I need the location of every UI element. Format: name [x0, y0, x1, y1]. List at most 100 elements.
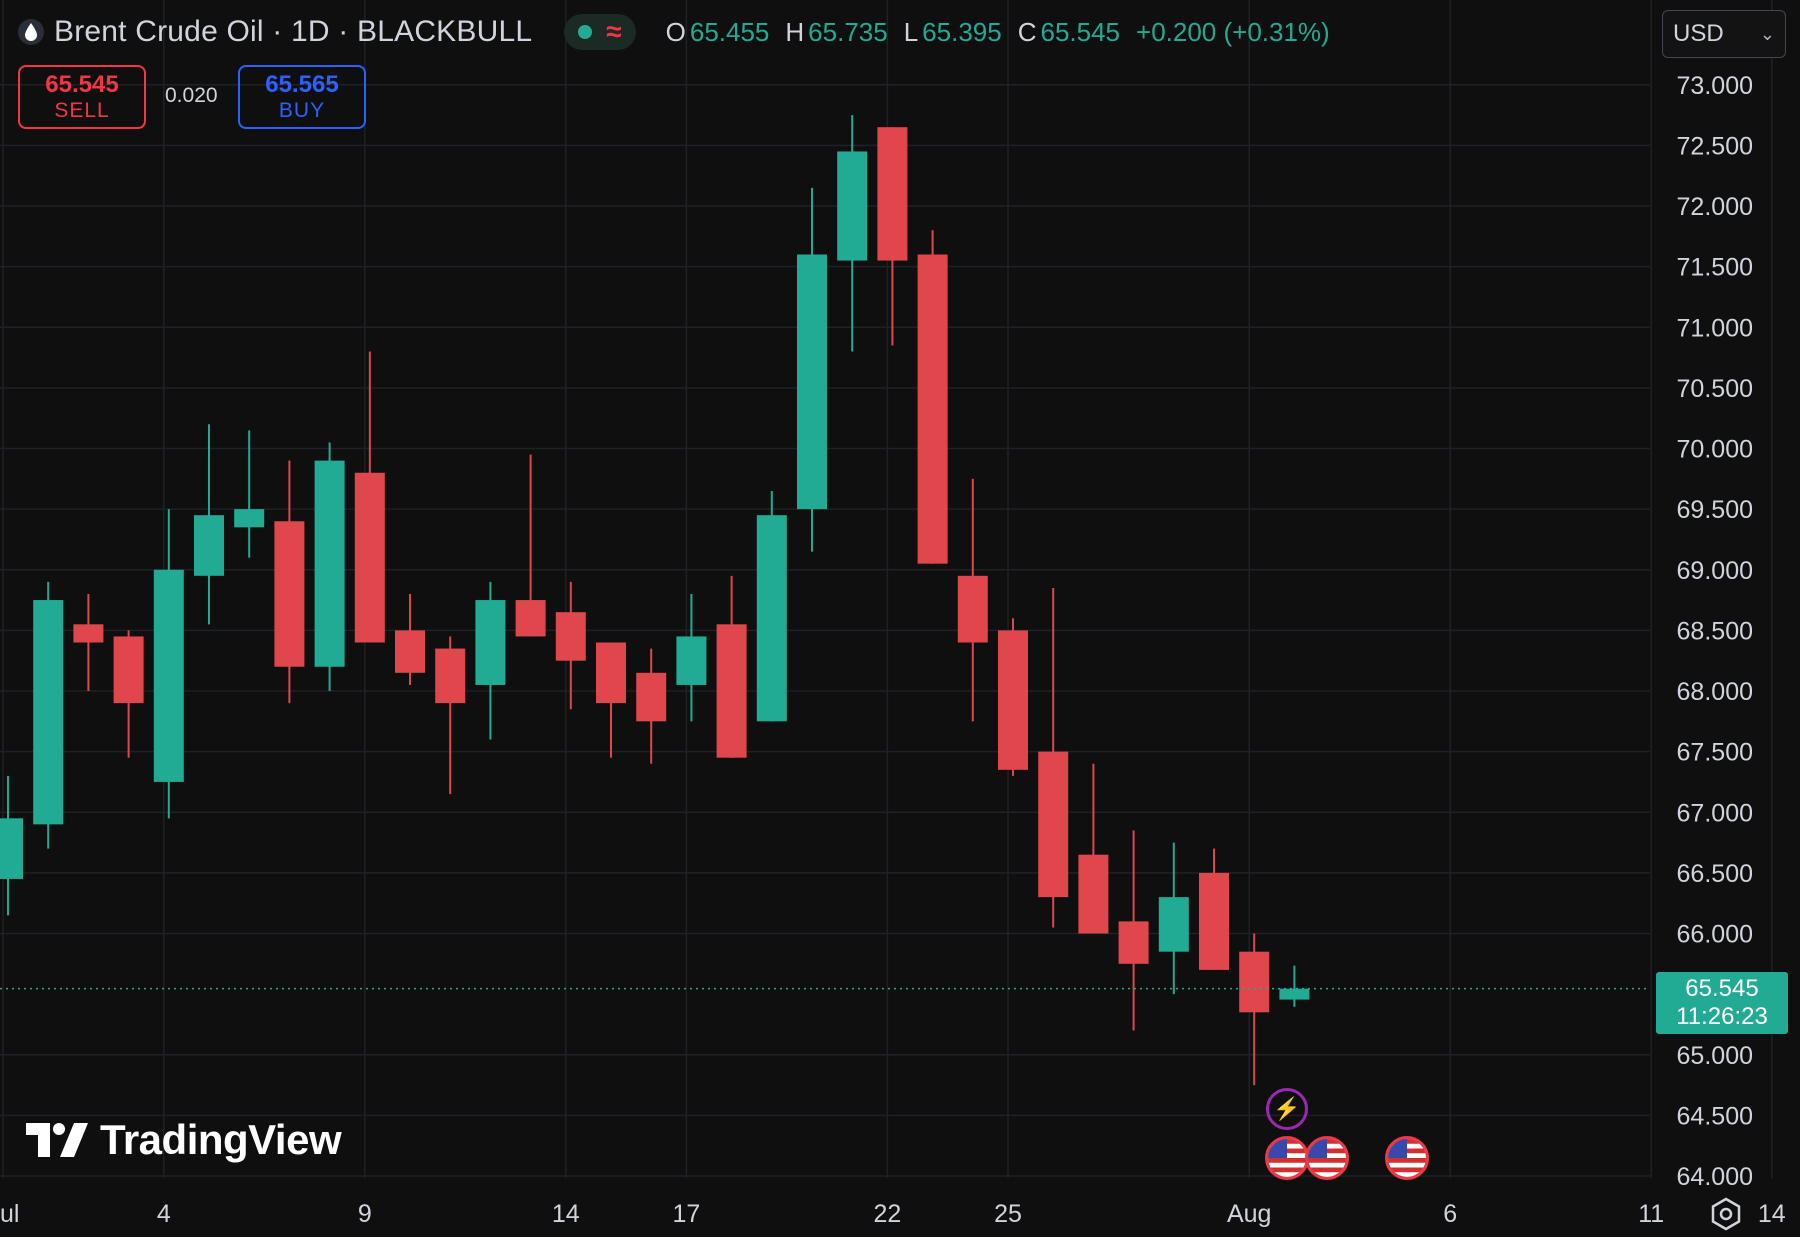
candle-body[interactable]: [435, 648, 466, 704]
candle-body[interactable]: [676, 636, 707, 685]
currency-select[interactable]: USD ⌄: [1662, 10, 1786, 58]
y-tick-label: 71.000: [1677, 314, 1753, 342]
y-tick-label: 64.500: [1677, 1102, 1753, 1130]
y-tick-label: 72.500: [1677, 132, 1753, 160]
x-tick-label: 25: [994, 1200, 1022, 1228]
buy-price: 65.565: [265, 71, 339, 98]
x-tick-label: 17: [672, 1200, 700, 1228]
candle-body[interactable]: [515, 600, 546, 637]
open-label: O: [665, 16, 686, 47]
x-tick-label: 14: [1758, 1200, 1786, 1228]
candle-body[interactable]: [113, 636, 144, 704]
ohlc-values: O 65.455 H 65.735 L 65.395 C 65.545 +0.200 (…: [666, 17, 1330, 48]
candle-body[interactable]: [194, 515, 224, 576]
y-tick-label: 70.000: [1677, 436, 1753, 464]
sell-button[interactable]: 65.545 SELL: [18, 65, 146, 129]
candle-body[interactable]: [354, 472, 385, 643]
y-tick-label: 65.000: [1677, 1042, 1753, 1070]
candle-body[interactable]: [877, 127, 908, 261]
candle-body[interactable]: [33, 600, 64, 825]
low-value: 65.395: [922, 16, 1002, 47]
sell-label: SELL: [54, 99, 110, 122]
y-tick-label: 71.500: [1677, 254, 1753, 282]
tradingview-logo-icon: [26, 1123, 88, 1157]
spread-value: 0.020: [165, 84, 218, 107]
y-tick-label: 64.000: [1677, 1163, 1753, 1191]
x-tick-label: 4: [157, 1200, 171, 1228]
buy-label: BUY: [278, 99, 326, 122]
market-status-pill[interactable]: ≈: [564, 14, 636, 50]
y-tick-label: 72.000: [1677, 193, 1753, 221]
candle-body[interactable]: [0, 818, 23, 879]
candle-body[interactable]: [1158, 897, 1189, 952]
candle-body[interactable]: [1279, 988, 1310, 1000]
open-value: 65.455: [689, 16, 770, 47]
y-tick-label: 66.500: [1677, 860, 1753, 888]
y-tick-label: 69.500: [1677, 496, 1753, 524]
lightning-icon[interactable]: ⚡: [1266, 1088, 1308, 1130]
candle-body[interactable]: [314, 460, 345, 667]
candle-body[interactable]: [475, 600, 506, 685]
candle-body[interactable]: [1239, 951, 1270, 1013]
candle-body[interactable]: [73, 624, 104, 643]
y-tick-label: 69.000: [1677, 557, 1753, 585]
x-tick-label: Aug: [1227, 1200, 1271, 1228]
us-flag-icon[interactable]: [1305, 1136, 1349, 1180]
drop-icon: [18, 19, 44, 45]
buy-button[interactable]: 65.565 BUY: [238, 65, 366, 129]
candle-body[interactable]: [797, 254, 827, 510]
low-label: L: [903, 16, 919, 47]
y-tick-label: 67.500: [1677, 739, 1753, 767]
last-price-value: 65.545: [1685, 975, 1759, 1002]
candle-body[interactable]: [395, 630, 425, 673]
y-tick-label: 67.000: [1677, 799, 1753, 827]
y-tick-label: 73.000: [1677, 72, 1753, 100]
x-tick-label: 6: [1443, 1200, 1457, 1228]
candle-body[interactable]: [1078, 854, 1109, 934]
tradingview-logo[interactable]: TradingView: [26, 1116, 342, 1164]
candle-body[interactable]: [756, 515, 787, 722]
candle-body[interactable]: [596, 642, 626, 704]
settings-icon[interactable]: [1708, 1196, 1744, 1237]
high-label: H: [785, 16, 805, 47]
close-label: C: [1017, 16, 1037, 47]
candle-body[interactable]: [837, 151, 868, 261]
candle-body[interactable]: [957, 575, 988, 643]
x-tick-label: 22: [873, 1200, 901, 1228]
y-tick-label: 66.000: [1677, 921, 1753, 949]
candle-body[interactable]: [153, 569, 184, 782]
chevron-down-icon: ⌄: [1759, 23, 1775, 44]
candle-body[interactable]: [716, 624, 747, 758]
candle-body[interactable]: [998, 630, 1028, 770]
high-value: 65.735: [808, 16, 888, 47]
last-price-label: 65.545 11:26:23: [1656, 972, 1788, 1034]
market-open-dot: [578, 25, 593, 39]
symbol-header: Brent Crude Oil · 1D · BLACKBULL ≈ O 65.4…: [18, 12, 1330, 52]
us-flag-icon[interactable]: [1385, 1136, 1429, 1180]
y-tick-label: 68.500: [1677, 617, 1753, 645]
change-value: +0.200 (+0.31%): [1136, 16, 1330, 47]
watermark-text: TradingView: [100, 1116, 342, 1163]
x-tick-label: 14: [552, 1200, 580, 1228]
candle-body[interactable]: [917, 254, 948, 564]
bar-countdown: 11:26:23: [1676, 1003, 1768, 1030]
y-tick-label: 68.000: [1677, 678, 1753, 706]
candle-body[interactable]: [636, 672, 667, 722]
x-tick-label: 9: [358, 1200, 372, 1228]
currency-value: USD: [1673, 20, 1724, 47]
y-tick-label: 70.500: [1677, 375, 1753, 403]
candle-body[interactable]: [274, 521, 305, 667]
us-flag-icon[interactable]: [1265, 1136, 1309, 1180]
candle-body[interactable]: [1118, 921, 1149, 964]
candle-body[interactable]: [234, 509, 265, 528]
x-tick-label: ul: [0, 1200, 19, 1228]
candle-body[interactable]: [1038, 751, 1069, 898]
wave-icon: ≈: [606, 16, 622, 47]
candle-body[interactable]: [555, 612, 586, 661]
candle-body[interactable]: [1199, 872, 1229, 970]
sell-price: 65.545: [45, 71, 119, 98]
x-tick-label: 11: [1638, 1200, 1664, 1228]
symbol-title[interactable]: Brent Crude Oil · 1D · BLACKBULL: [54, 15, 533, 48]
